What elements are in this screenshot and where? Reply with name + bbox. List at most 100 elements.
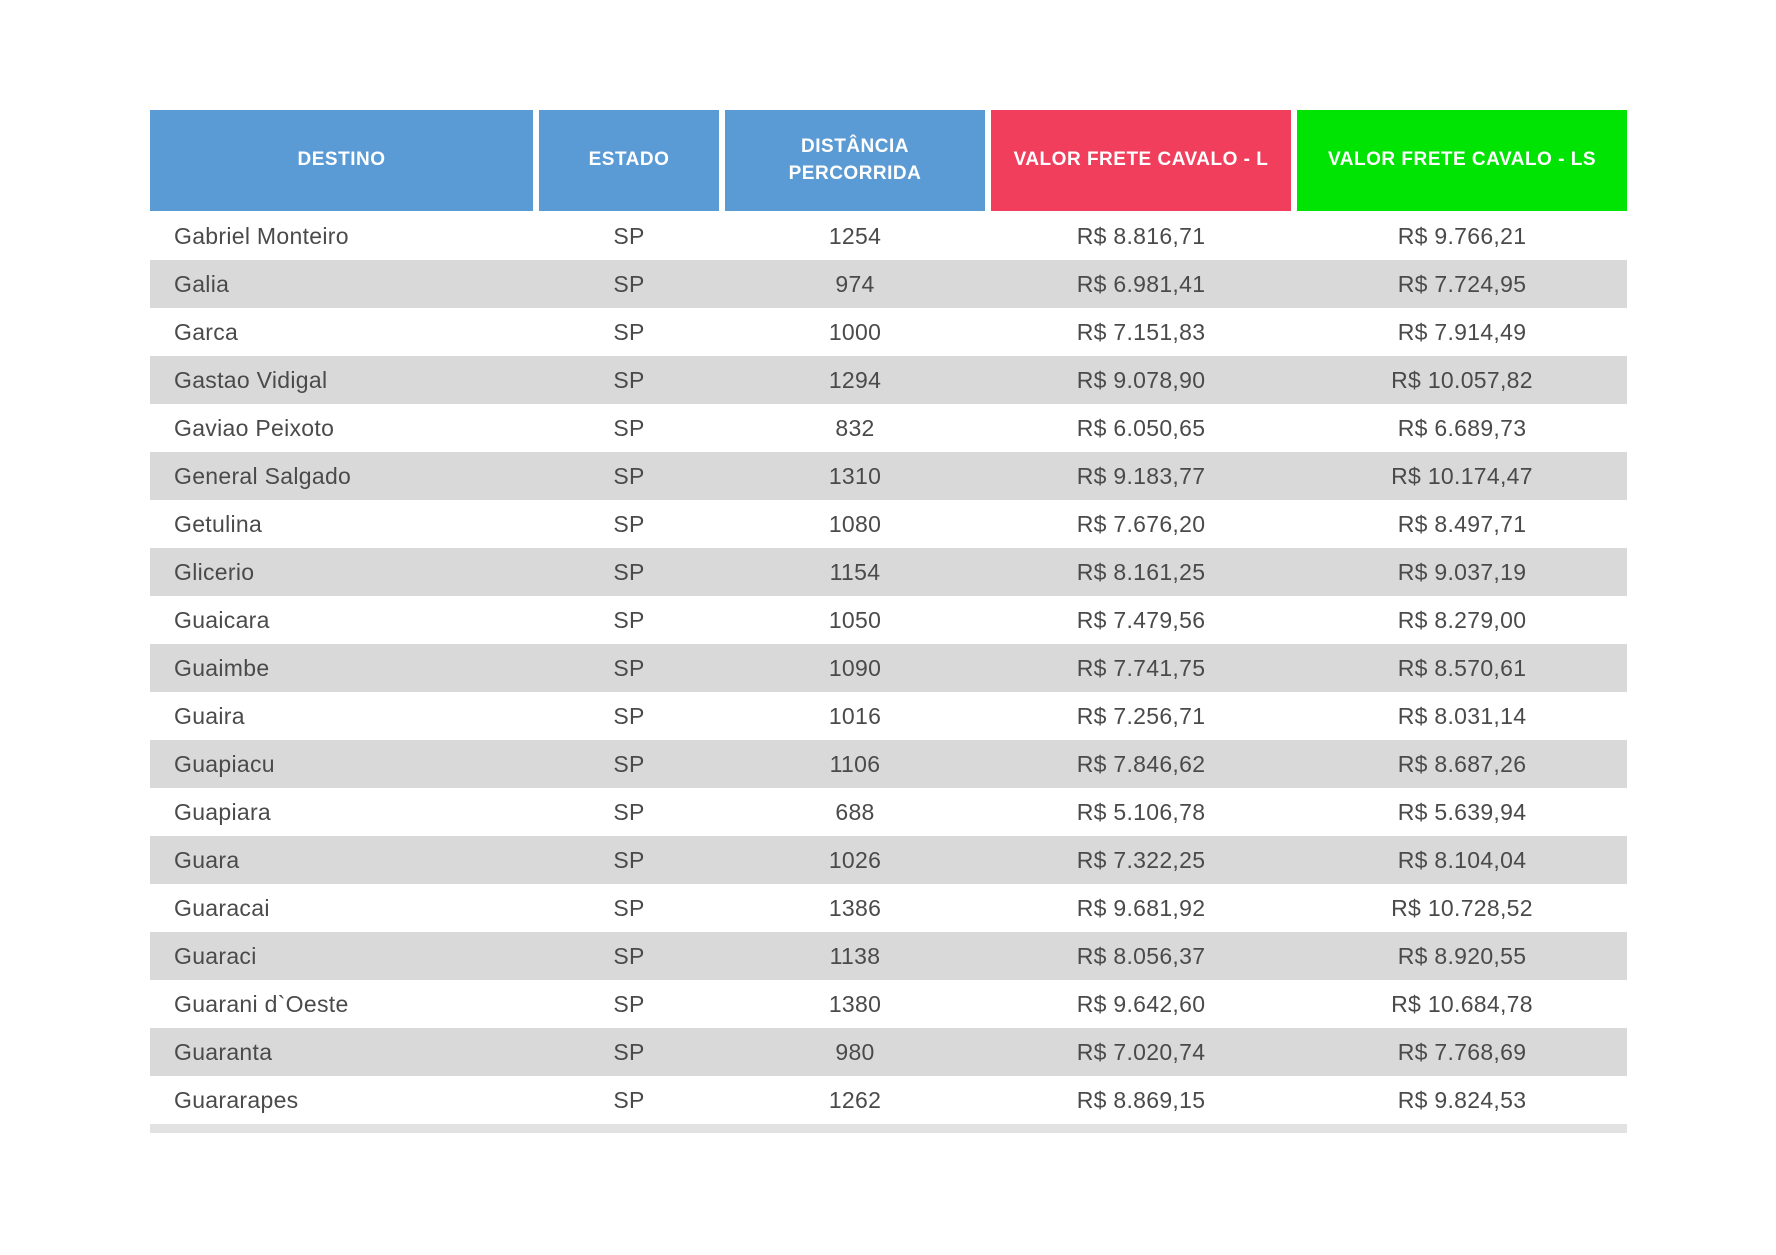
cell-distancia: 1310 bbox=[828, 462, 882, 489]
cell-distancia: 1080 bbox=[828, 510, 882, 537]
table-row: Gastao Vidigal SP 1294 R$ 9.078,90 R$ 10.057… bbox=[150, 356, 1627, 404]
cell-destino: Guaraci bbox=[174, 942, 257, 969]
freight-price-table: DESTINO ESTADO DISTÂNCIA PERCORRIDA VALOR F… bbox=[150, 110, 1627, 1133]
cell-valor-frete-cavalo-l: R$ 9.078,90 bbox=[1076, 366, 1206, 393]
cell-distancia: 1106 bbox=[829, 750, 881, 777]
cell-distancia: 1294 bbox=[828, 366, 882, 393]
cell-estado: SP bbox=[613, 990, 645, 1017]
column-header-valor-frete-cavalo-l: VALOR FRETE CAVALO - L bbox=[991, 110, 1291, 211]
cell-destino: Galia bbox=[174, 270, 230, 297]
cell-valor-frete-cavalo-ls: R$ 8.497,71 bbox=[1397, 510, 1527, 537]
cell-valor-frete-cavalo-ls: R$ 7.914,49 bbox=[1397, 318, 1527, 345]
table-row: Garca SP 1000 R$ 7.151,83 R$ 7.914,49 bbox=[150, 308, 1627, 356]
cell-estado: SP bbox=[613, 510, 645, 537]
table-header-row: DESTINO ESTADO DISTÂNCIA PERCORRIDA VALOR F… bbox=[150, 110, 1627, 211]
cell-valor-frete-cavalo-ls: R$ 8.031,14 bbox=[1397, 702, 1527, 729]
cell-distancia: 688 bbox=[835, 798, 875, 825]
cell-valor-frete-cavalo-l: R$ 8.056,37 bbox=[1076, 942, 1206, 969]
cell-valor-frete-cavalo-l: R$ 7.020,74 bbox=[1076, 1038, 1206, 1065]
cell-distancia: 1016 bbox=[828, 702, 882, 729]
cell-destino: Garca bbox=[174, 318, 239, 345]
cell-valor-frete-cavalo-ls: R$ 8.279,00 bbox=[1397, 606, 1527, 633]
cell-destino: Guaranta bbox=[174, 1038, 273, 1065]
cell-valor-frete-cavalo-ls: R$ 10.728,52 bbox=[1391, 894, 1533, 921]
cell-destino: Guara bbox=[174, 846, 240, 873]
cell-valor-frete-cavalo-l: R$ 8.869,15 bbox=[1076, 1086, 1206, 1113]
cell-destino: Guapiacu bbox=[174, 750, 275, 777]
cell-distancia: 980 bbox=[835, 1038, 875, 1065]
cell-estado: SP bbox=[613, 270, 645, 297]
cell-destino: Guaimbe bbox=[174, 654, 270, 681]
cell-estado: SP bbox=[613, 606, 645, 633]
cell-destino: Guararapes bbox=[174, 1086, 299, 1113]
cell-estado: SP bbox=[613, 1038, 645, 1065]
cell-valor-frete-cavalo-l: R$ 7.322,25 bbox=[1076, 846, 1206, 873]
table-row: Guaraci SP 1138 R$ 8.056,37 R$ 8.920,55 bbox=[150, 932, 1627, 980]
table-row: Guara SP 1026 R$ 7.322,25 R$ 8.104,04 bbox=[150, 836, 1627, 884]
cell-estado: SP bbox=[613, 702, 645, 729]
table-row: Guaira SP 1016 R$ 7.256,71 R$ 8.031,14 bbox=[150, 692, 1627, 740]
table-body: Gabriel Monteiro SP 1254 R$ 8.816,71 R$ 9.76… bbox=[150, 212, 1627, 1124]
table-row: Guapiacu SP 1106 R$ 7.846,62 R$ 8.687,26 bbox=[150, 740, 1627, 788]
cell-distancia: 1154 bbox=[829, 558, 881, 585]
cell-destino: General Salgado bbox=[174, 462, 352, 489]
cell-valor-frete-cavalo-ls: R$ 8.104,04 bbox=[1397, 846, 1527, 873]
table-row: Guaicara SP 1050 R$ 7.479,56 R$ 8.279,00 bbox=[150, 596, 1627, 644]
table-row: Guapiara SP 688 R$ 5.106,78 R$ 5.639,94 bbox=[150, 788, 1627, 836]
cell-valor-frete-cavalo-ls: R$ 10.057,82 bbox=[1391, 366, 1533, 393]
cell-valor-frete-cavalo-l: R$ 8.161,25 bbox=[1076, 558, 1206, 585]
partial-next-row bbox=[150, 1124, 1627, 1133]
cell-estado: SP bbox=[613, 750, 645, 777]
cell-estado: SP bbox=[613, 414, 645, 441]
table-row: Gabriel Monteiro SP 1254 R$ 8.816,71 R$ 9.76… bbox=[150, 212, 1627, 260]
cell-destino: Guarani d`Oeste bbox=[174, 990, 349, 1017]
cell-valor-frete-cavalo-ls: R$ 6.689,73 bbox=[1397, 414, 1527, 441]
cell-destino: Glicerio bbox=[174, 558, 255, 585]
cell-destino: Guaracai bbox=[174, 894, 270, 921]
cell-valor-frete-cavalo-ls: R$ 9.824,53 bbox=[1397, 1086, 1527, 1113]
cell-valor-frete-cavalo-l: R$ 5.106,78 bbox=[1076, 798, 1206, 825]
cell-destino: Guaicara bbox=[174, 606, 270, 633]
table-row: General Salgado SP 1310 R$ 9.183,77 R$ 10.17… bbox=[150, 452, 1627, 500]
cell-valor-frete-cavalo-l: R$ 9.681,92 bbox=[1076, 894, 1206, 921]
cell-valor-frete-cavalo-l: R$ 7.256,71 bbox=[1076, 702, 1206, 729]
cell-distancia: 1138 bbox=[829, 942, 881, 969]
cell-destino: Guapiara bbox=[174, 798, 272, 825]
cell-destino: Gastao Vidigal bbox=[174, 366, 328, 393]
cell-valor-frete-cavalo-l: R$ 6.050,65 bbox=[1076, 414, 1206, 441]
cell-distancia: 1262 bbox=[828, 1086, 882, 1113]
cell-valor-frete-cavalo-l: R$ 9.183,77 bbox=[1076, 462, 1206, 489]
cell-distancia: 832 bbox=[835, 414, 875, 441]
cell-distancia: 1380 bbox=[828, 990, 882, 1017]
cell-distancia: 1000 bbox=[828, 318, 882, 345]
column-header-valor-frete-cavalo-ls: VALOR FRETE CAVALO - LS bbox=[1297, 110, 1627, 211]
cell-valor-frete-cavalo-l: R$ 7.846,62 bbox=[1076, 750, 1206, 777]
cell-valor-frete-cavalo-ls: R$ 9.037,19 bbox=[1397, 558, 1527, 585]
table-row: Guararapes SP 1262 R$ 8.869,15 R$ 9.824,53 bbox=[150, 1076, 1627, 1124]
cell-valor-frete-cavalo-l: R$ 7.676,20 bbox=[1076, 510, 1206, 537]
cell-valor-frete-cavalo-ls: R$ 8.687,26 bbox=[1397, 750, 1527, 777]
column-header-distancia: DISTÂNCIA PERCORRIDA bbox=[725, 110, 985, 211]
cell-estado: SP bbox=[613, 558, 645, 585]
cell-valor-frete-cavalo-l: R$ 7.741,75 bbox=[1076, 654, 1206, 681]
cell-valor-frete-cavalo-ls: R$ 8.570,61 bbox=[1397, 654, 1527, 681]
cell-distancia: 1386 bbox=[828, 894, 882, 921]
cell-distancia: 1026 bbox=[828, 846, 882, 873]
table-row: Gaviao Peixoto SP 832 R$ 6.050,65 R$ 6.689,7… bbox=[150, 404, 1627, 452]
cell-estado: SP bbox=[613, 894, 645, 921]
cell-valor-frete-cavalo-ls: R$ 7.768,69 bbox=[1397, 1038, 1527, 1065]
cell-distancia: 974 bbox=[835, 270, 875, 297]
cell-valor-frete-cavalo-l: R$ 6.981,41 bbox=[1076, 270, 1206, 297]
cell-valor-frete-cavalo-ls: R$ 10.174,47 bbox=[1391, 462, 1533, 489]
table-row: Guaimbe SP 1090 R$ 7.741,75 R$ 8.570,61 bbox=[150, 644, 1627, 692]
cell-valor-frete-cavalo-ls: R$ 7.724,95 bbox=[1397, 270, 1527, 297]
cell-estado: SP bbox=[613, 318, 645, 345]
cell-estado: SP bbox=[613, 1086, 645, 1113]
cell-valor-frete-cavalo-l: R$ 8.816,71 bbox=[1076, 222, 1206, 249]
cell-destino: Gabriel Monteiro bbox=[174, 222, 349, 249]
cell-estado: SP bbox=[613, 222, 645, 249]
cell-valor-frete-cavalo-ls: R$ 9.766,21 bbox=[1397, 222, 1527, 249]
cell-destino: Gaviao Peixoto bbox=[174, 414, 335, 441]
cell-estado: SP bbox=[613, 798, 645, 825]
cell-distancia: 1050 bbox=[828, 606, 882, 633]
